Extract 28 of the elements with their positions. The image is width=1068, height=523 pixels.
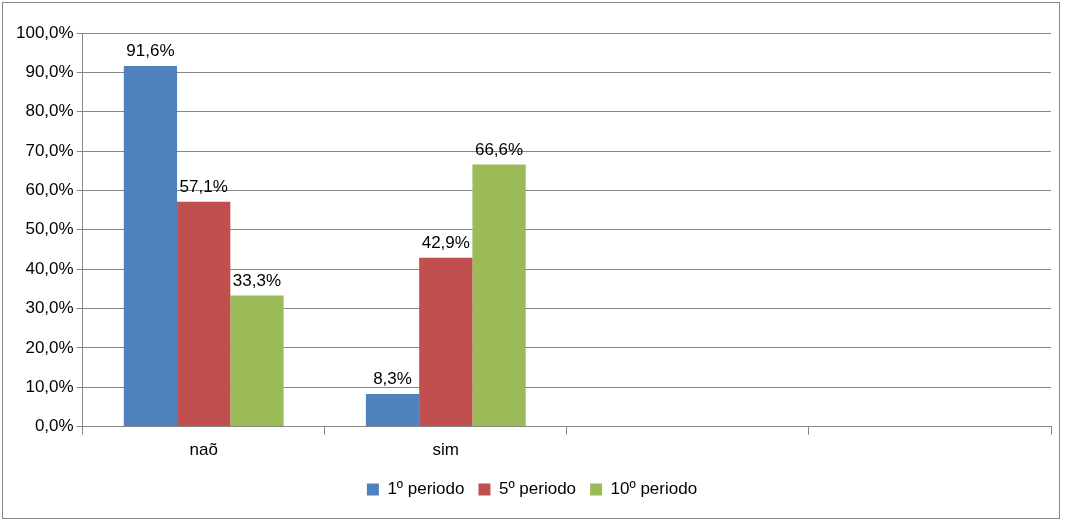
y-tick-label: 30,0% — [25, 298, 74, 318]
bar — [419, 257, 473, 427]
y-tick-label: 100,0% — [15, 22, 74, 42]
y-tick-label: 40,0% — [25, 258, 74, 278]
y-tick-label: 60,0% — [25, 180, 74, 200]
y-tick-label: 80,0% — [25, 101, 74, 121]
x-tick-label: naõ — [189, 440, 218, 460]
data-label: 8,3% — [373, 369, 412, 389]
x-tick-label: sim — [432, 440, 460, 460]
bar — [230, 295, 284, 427]
y-tick-label: 0,0% — [34, 416, 74, 436]
bar — [123, 66, 178, 427]
bar — [365, 393, 420, 427]
y-tick-label: 10,0% — [25, 376, 74, 396]
legend-label: 5º periodo — [498, 479, 577, 499]
data-label: 57,1% — [179, 177, 228, 197]
y-tick-label: 20,0% — [25, 337, 74, 357]
data-label: 42,9% — [421, 232, 470, 252]
y-tick-label: 70,0% — [25, 140, 74, 160]
y-tick-label: 90,0% — [25, 62, 74, 82]
data-label: 91,6% — [126, 41, 175, 61]
bar — [177, 201, 231, 427]
bar — [472, 164, 526, 427]
legend-label: 10º periodo — [610, 479, 698, 499]
data-label: 33,3% — [232, 270, 282, 290]
legend-label: 1º periodo — [387, 479, 465, 499]
data-label: 66,6% — [474, 139, 524, 159]
y-tick-label: 50,0% — [25, 219, 74, 239]
